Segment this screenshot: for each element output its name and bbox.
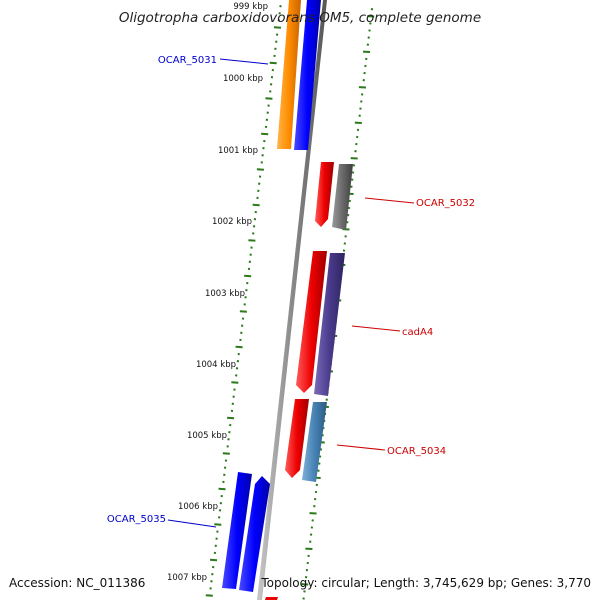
- genome-title: Oligotropha carboxidovorans OM5, complet…: [119, 10, 481, 26]
- gene-cada4-red[interactable]: [296, 251, 327, 393]
- tick-label: 1002 kbp: [212, 217, 252, 227]
- gene-callouts: OCAR_5031 OCAR_5032 cadA4 OCAR_5034 OCAR…: [107, 55, 475, 528]
- tick-label: 1004 kbp: [196, 360, 236, 370]
- gene-ocar5034-red[interactable]: [285, 399, 309, 478]
- gene-ocar5031-orange[interactable]: [277, 0, 301, 149]
- genome-backbone: [257, 0, 327, 600]
- gene-features: [222, 0, 353, 592]
- tick-label: 999 kbp: [233, 2, 268, 12]
- tick-label: 1005 kbp: [187, 431, 227, 441]
- gene-label-cada4[interactable]: cadA4: [402, 327, 433, 338]
- tick-label: 1007 kbp: [167, 573, 207, 583]
- backbone-continuation-mark: [265, 597, 278, 600]
- gene-ocar5034-steel[interactable]: [302, 402, 327, 482]
- gene-label-ocar5031[interactable]: OCAR_5031: [158, 55, 217, 66]
- gene-label-ocar5034[interactable]: OCAR_5034: [387, 446, 446, 457]
- genome-summary-text: Topology: circular; Length: 3,745,629 bp…: [260, 576, 591, 590]
- tick-label: 1001 kbp: [218, 146, 258, 156]
- gene-cada4-purple[interactable]: [314, 253, 345, 396]
- left-tick-track: [205, 5, 282, 597]
- callout-line-ocar5034: [336, 444, 386, 451]
- gene-ocar5032-gray[interactable]: [332, 164, 353, 230]
- gene-ocar5032-red[interactable]: [315, 162, 334, 227]
- callout-line-cada4: [351, 325, 401, 332]
- position-tick-labels: 999 kbp 1000 kbp 1001 kbp 1002 kbp 1003 kbp 1…: [167, 2, 268, 583]
- gene-label-ocar5032[interactable]: OCAR_5032: [416, 198, 475, 209]
- gene-ocar5035-blue-a[interactable]: [222, 472, 252, 589]
- gene-label-ocar5035[interactable]: OCAR_5035: [107, 514, 166, 525]
- callout-line-ocar5035: [167, 519, 217, 528]
- accession-text: Accession: NC_011386: [9, 576, 145, 590]
- gene-ocar5035-blue-b[interactable]: [239, 476, 270, 592]
- tick-label: 1006 kbp: [178, 502, 218, 512]
- callout-line-ocar5032: [364, 197, 415, 204]
- tick-label: 1003 kbp: [205, 289, 245, 299]
- callout-line-ocar5031: [219, 58, 269, 65]
- gene-ocar5031-blue[interactable]: [294, 0, 321, 150]
- tick-label: 1000 kbp: [223, 74, 263, 84]
